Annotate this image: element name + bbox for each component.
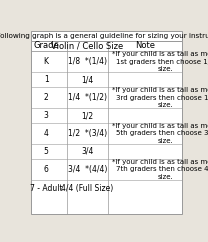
Text: 1/2: 1/2 (81, 111, 93, 120)
Text: K: K (44, 57, 49, 66)
Text: 1/4: 1/4 (81, 75, 93, 84)
Text: *If your child is as tall as most
3rd graders then choose 1/2
size.: *If your child is as tall as most 3rd gr… (112, 87, 208, 108)
Text: 1/8  *(1/4): 1/8 *(1/4) (68, 57, 107, 66)
Text: 1: 1 (44, 75, 48, 84)
Text: Violin / Cello Size: Violin / Cello Size (51, 41, 123, 51)
Text: 3/4: 3/4 (81, 147, 93, 156)
Text: 1/4  *(1/2): 1/4 *(1/2) (68, 93, 107, 102)
Text: The following graph is a general guideline for sizing your instrument.: The following graph is a general guideli… (0, 33, 208, 39)
Text: *If your child is as tall as most
1st graders then choose 1/4
size.: *If your child is as tall as most 1st gr… (112, 51, 208, 72)
FancyBboxPatch shape (31, 41, 182, 213)
Text: 5: 5 (44, 147, 49, 156)
Text: 7 - Adult: 7 - Adult (30, 184, 62, 193)
FancyBboxPatch shape (31, 31, 182, 41)
Text: 1/2  *(3/4): 1/2 *(3/4) (68, 129, 107, 138)
Text: 4: 4 (44, 129, 49, 138)
Text: *If your child is as tall as most
7th graders then choose 4/4
size.: *If your child is as tall as most 7th gr… (112, 159, 208, 180)
Text: 3/4  *(4/4): 3/4 *(4/4) (68, 165, 107, 174)
Text: 3: 3 (44, 111, 49, 120)
Text: Grade: Grade (33, 41, 59, 51)
Text: 6: 6 (44, 165, 49, 174)
Text: 4/4 (Full Size): 4/4 (Full Size) (61, 184, 113, 193)
Text: 2: 2 (44, 93, 48, 102)
Text: Note: Note (135, 41, 155, 51)
Text: *If your child is as tall as most
5th graders then choose 3/4
size.: *If your child is as tall as most 5th gr… (112, 123, 208, 144)
